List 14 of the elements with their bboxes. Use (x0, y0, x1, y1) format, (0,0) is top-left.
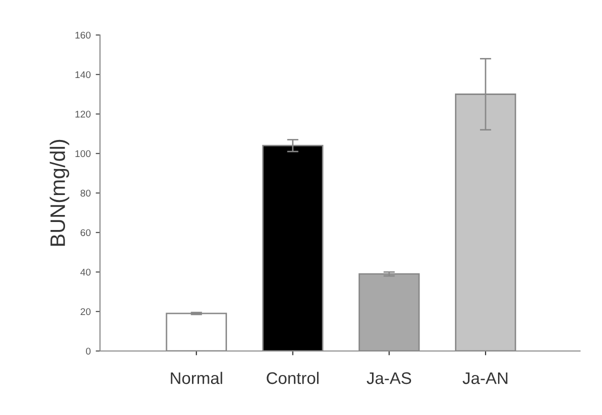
y-tick-label: 160 (75, 32, 91, 39)
y-tick-label: 0 (86, 348, 91, 355)
x-tick-label: Normal (170, 372, 222, 384)
x-tick-label: Ja-AS (366, 372, 412, 384)
y-tick-label: 40 (80, 268, 91, 276)
y-tick-label: 60 (80, 229, 91, 236)
x-tick-label: Ja-AN (462, 372, 508, 384)
y-tick-label: 120 (75, 110, 91, 118)
y-tick-label: 100 (75, 150, 91, 158)
x-tick-label: Control (266, 372, 319, 384)
y-tick-label: 140 (75, 71, 91, 78)
y-axis-title: BUN(mg/dl) (50, 140, 70, 246)
y-tick-label: 20 (80, 308, 91, 316)
y-tick-label: 80 (80, 190, 91, 197)
